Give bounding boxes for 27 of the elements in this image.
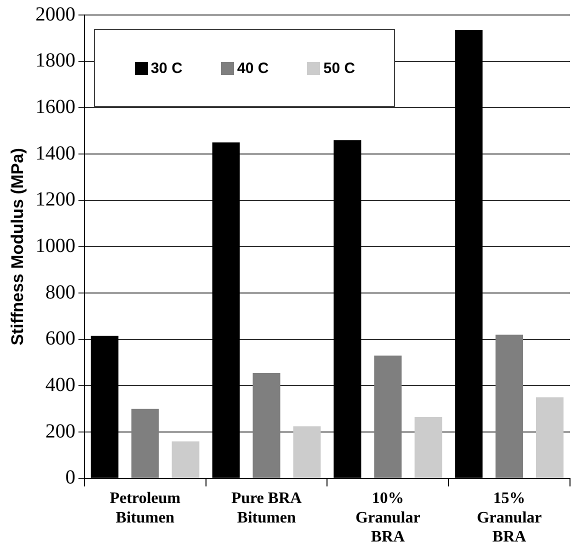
bar [131,408,159,478]
y-tick-label: 200 [45,420,76,442]
y-tick-label: 1000 [35,234,76,257]
y-tick-label: 2000 [35,3,76,26]
x-tick-label: Petroleum Bitumen [110,490,182,526]
y-tick-label: 1400 [35,142,76,164]
legend-label: 40 C [237,60,269,76]
bar [172,441,200,478]
y-tick-label: 800 [45,281,76,304]
bar [414,417,442,478]
bar [293,426,321,478]
x-tick-label: 10% Granular BRA [355,490,420,546]
y-tick-label: 1200 [35,188,76,211]
x-tick-label: Pure BRA Bitumen [231,490,302,526]
y-tick-label: 0 [65,466,76,489]
y-tick-label: 1600 [35,96,76,118]
bar [252,372,280,478]
bar [536,397,564,478]
y-tick-label: 600 [45,328,76,350]
legend-label: 50 C [323,60,356,76]
x-tick-label: 15% Granular BRA [476,490,542,546]
y-axis-title: Stiffness Modulus (MPa) [8,148,27,346]
y-tick-label: 1800 [35,50,76,72]
legend-label: 30 C [150,60,182,76]
bar [496,334,524,478]
bar [374,356,402,478]
y-tick-label: 400 [45,374,76,396]
